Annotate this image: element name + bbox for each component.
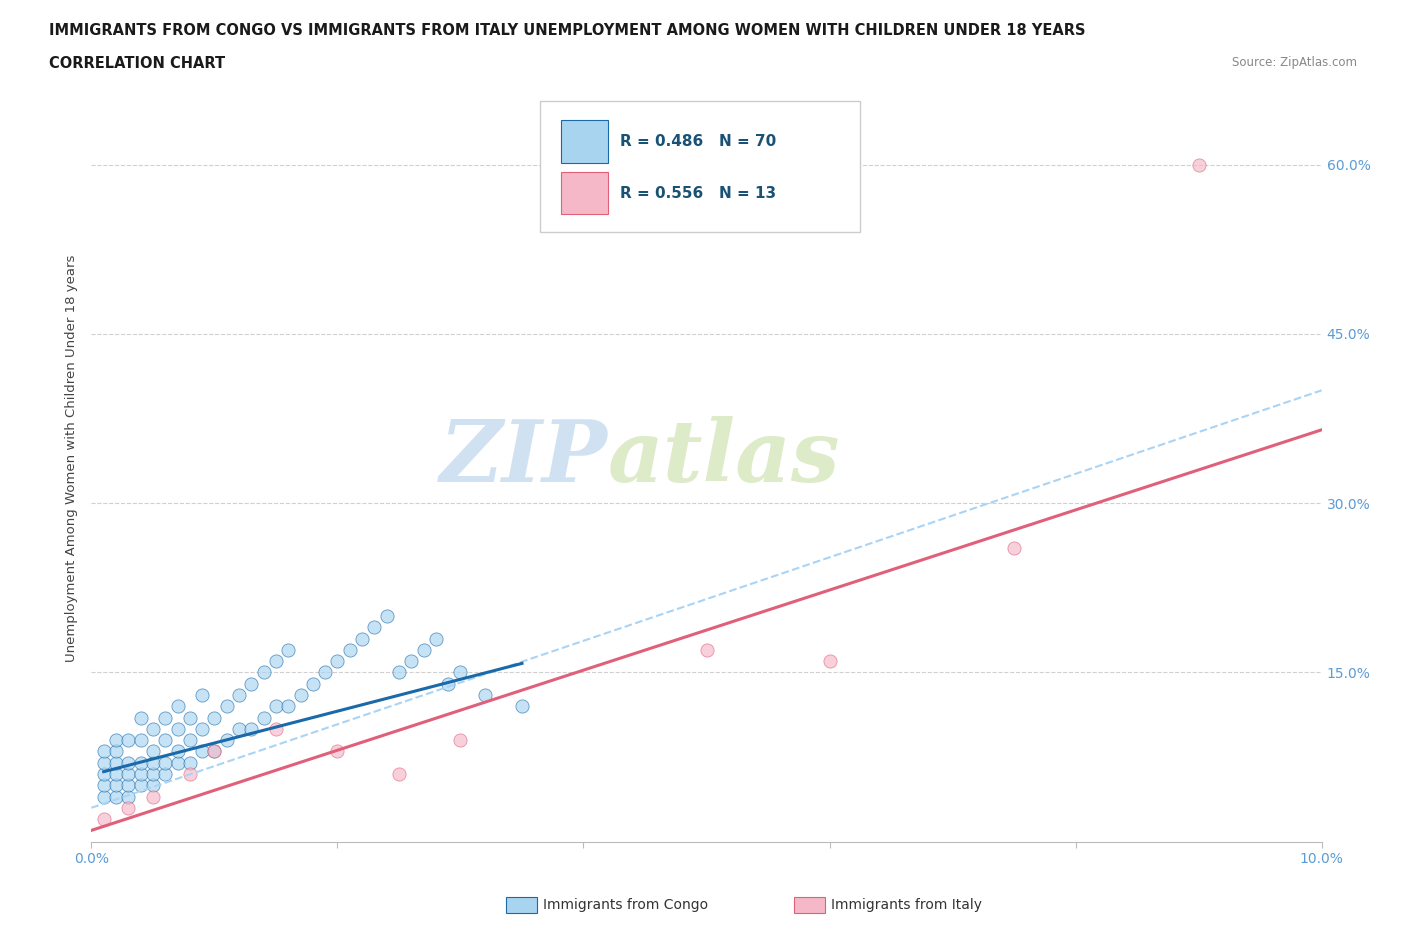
Point (153, 711, 177, 725)
Point (105, 744, 127, 759)
Point (363, 619, 385, 634)
Point (117, 801, 139, 816)
Point (818, 654, 841, 669)
Point (117, 777, 139, 792)
Text: IMMIGRANTS FROM CONGO VS IMMIGRANTS FROM ITALY UNEMPLOYMENT AMONG WOMEN WITH CHI: IMMIGRANTS FROM CONGO VS IMMIGRANTS FROM… (49, 23, 1085, 38)
Point (179, 766, 201, 781)
Point (191, 722, 214, 737)
Point (696, 643, 718, 658)
Point (388, 665, 411, 680)
Point (240, 722, 263, 737)
Point (228, 722, 250, 737)
Point (153, 755, 177, 770)
Point (253, 665, 276, 680)
Point (129, 733, 152, 748)
Point (449, 665, 471, 680)
Point (142, 777, 165, 792)
FancyBboxPatch shape (540, 101, 860, 232)
Text: R = 0.486   N = 70: R = 0.486 N = 70 (620, 134, 776, 149)
Point (264, 722, 287, 737)
Point (264, 654, 287, 669)
Text: CORRELATION CHART: CORRELATION CHART (49, 56, 225, 71)
Point (142, 744, 165, 759)
Text: R = 0.556   N = 13: R = 0.556 N = 13 (620, 186, 776, 201)
Point (142, 789, 165, 804)
Point (129, 766, 152, 781)
Point (105, 766, 127, 781)
Point (191, 687, 214, 702)
Point (301, 676, 323, 691)
Point (117, 733, 139, 748)
Point (179, 733, 201, 748)
Point (425, 631, 447, 646)
Text: Source: ZipAtlas.com: Source: ZipAtlas.com (1232, 56, 1357, 69)
Point (142, 766, 165, 781)
Point (105, 733, 127, 748)
Point (412, 643, 434, 658)
Point (326, 744, 349, 759)
Point (179, 711, 201, 725)
Point (388, 766, 411, 781)
Point (142, 755, 165, 770)
Point (399, 654, 422, 669)
Point (314, 665, 336, 680)
Point (215, 698, 238, 713)
Point (129, 755, 152, 770)
Point (510, 698, 533, 713)
Point (437, 676, 460, 691)
Point (153, 766, 177, 781)
Point (153, 733, 177, 748)
Text: Immigrants from Italy: Immigrants from Italy (831, 897, 981, 912)
Text: Immigrants from Congo: Immigrants from Congo (543, 897, 707, 912)
Point (253, 711, 276, 725)
Point (117, 789, 139, 804)
Point (240, 676, 263, 691)
Point (93, 812, 115, 827)
Point (202, 744, 225, 759)
Point (350, 631, 373, 646)
Point (290, 687, 312, 702)
Point (1187, 157, 1209, 172)
Point (277, 643, 299, 658)
Point (129, 777, 152, 792)
Point (142, 722, 165, 737)
Point (93, 744, 115, 759)
FancyBboxPatch shape (561, 172, 607, 214)
Point (129, 711, 152, 725)
Point (264, 698, 287, 713)
Point (105, 755, 127, 770)
Text: atlas: atlas (607, 417, 841, 499)
Point (277, 698, 299, 713)
Point (202, 711, 225, 725)
FancyBboxPatch shape (561, 121, 607, 163)
Point (1002, 541, 1025, 556)
Point (105, 777, 127, 792)
Point (474, 687, 496, 702)
Point (339, 643, 361, 658)
Point (375, 608, 398, 623)
Point (191, 744, 214, 759)
Point (326, 654, 349, 669)
Point (105, 789, 127, 804)
Point (166, 722, 188, 737)
Point (166, 755, 188, 770)
Point (166, 698, 188, 713)
Y-axis label: Unemployment Among Women with Children Under 18 years: Unemployment Among Women with Children U… (65, 254, 79, 662)
Point (117, 766, 139, 781)
Point (93, 789, 115, 804)
Point (228, 687, 250, 702)
Text: ZIP: ZIP (440, 417, 607, 499)
Point (449, 733, 471, 748)
Point (166, 744, 188, 759)
Point (93, 755, 115, 770)
Point (93, 766, 115, 781)
Point (117, 755, 139, 770)
Point (93, 777, 115, 792)
Point (179, 755, 201, 770)
Point (215, 733, 238, 748)
Point (202, 744, 225, 759)
